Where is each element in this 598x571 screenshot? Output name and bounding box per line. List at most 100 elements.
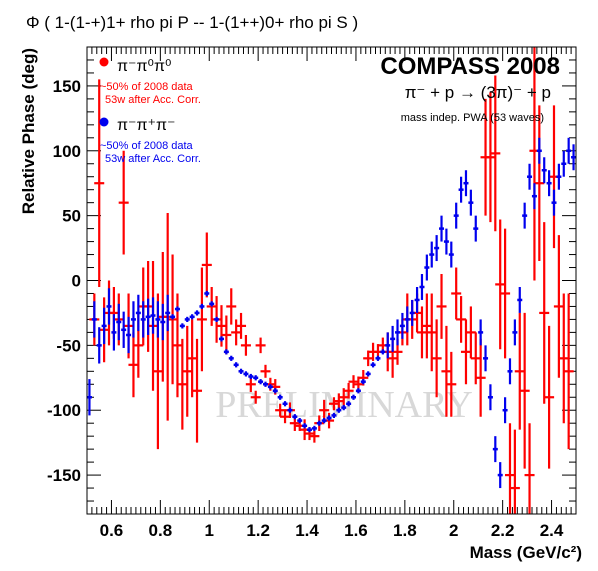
y-tick-label: 0 [72, 272, 81, 291]
data-point-pi0pi0 [182, 325, 193, 417]
legend: π⁻π⁰π⁰ ~50% of 2008 data 53w after Acc. … [99, 57, 201, 165]
data-point-pippim [130, 301, 136, 338]
data-point-pippim [306, 427, 312, 433]
data-point-pippim [424, 254, 430, 281]
data-point-pippim [566, 137, 572, 164]
data-point-pi0pi0 [446, 351, 457, 417]
data-point-pippim [194, 310, 200, 316]
data-point-pippim [336, 407, 342, 413]
x-tick-label: 1.8 [393, 521, 417, 540]
legend-sublabel-blue-2: 53w after Acc. Corr. [105, 153, 201, 165]
data-point-pippim [204, 290, 210, 297]
data-point-pippim [302, 423, 308, 429]
data-point-pi0pi0 [500, 228, 511, 359]
data-point-pi0pi0 [514, 312, 525, 430]
data-point-pippim [287, 407, 293, 413]
data-point-pippim [116, 303, 122, 341]
x-tick-label: 1.4 [295, 521, 319, 540]
data-point-pippim [551, 189, 557, 216]
data-point-pippim [453, 202, 459, 229]
data-point-pippim [311, 425, 317, 431]
data-point-pippim [292, 414, 298, 420]
data-point-pi0pi0 [441, 325, 452, 417]
data-point-pi0pi0 [470, 332, 481, 385]
data-point-pippim [170, 314, 176, 320]
data-point-pippim [174, 306, 180, 312]
data-point-pippim [189, 314, 195, 320]
data-point-pi0pi0 [226, 288, 237, 325]
data-point-pippim [448, 241, 454, 268]
data-point-pi0pi0 [495, 219, 506, 350]
data-point-pippim [228, 355, 234, 361]
x-axis-label: Mass (GeV/c²) [470, 543, 582, 562]
data-point-pi0pi0 [553, 235, 564, 378]
data-point-pippim [439, 215, 445, 242]
data-point-pi0pi0 [563, 293, 574, 450]
data-point-pippim [380, 349, 386, 355]
data-point-pippim [223, 349, 229, 355]
data-point-pi0pi0 [421, 293, 432, 359]
data-point-pippim [96, 327, 102, 364]
legend-sublabel-red-2: 53w after Acc. Corr. [105, 94, 201, 106]
data-point-pippim [355, 388, 361, 394]
data-point-pippim [297, 418, 303, 424]
data-point-pippim [331, 412, 337, 419]
y-tick-label: 100 [53, 142, 81, 161]
data-point-pi0pi0 [196, 267, 207, 372]
data-point-pippim [546, 170, 552, 197]
y-tick-label: -50 [56, 336, 81, 355]
data-point-pi0pi0 [187, 319, 198, 398]
data-point-pi0pi0 [343, 382, 354, 399]
data-point-pi0pi0 [490, 75, 501, 232]
data-point-pippim [385, 332, 391, 359]
x-tick-label: 0.8 [149, 521, 173, 540]
y-tick-label: -100 [47, 401, 81, 420]
legend-name-blue: π⁻π⁺π⁻ [117, 117, 175, 134]
data-point-pippim [238, 368, 244, 374]
data-point-pippim [404, 306, 410, 333]
data-point-pippim [531, 183, 537, 210]
data-point-pippim [179, 323, 185, 329]
data-point-pi0pi0 [485, 92, 496, 223]
data-point-pi0pi0 [236, 312, 247, 339]
data-point-pi0pi0 [319, 399, 330, 421]
data-point-pippim [409, 299, 415, 326]
chart-title: Φ ( 1-(1-+)1+ rho pi P -- 1-(1++)0+ rho … [26, 13, 358, 32]
data-point-pi0pi0 [524, 423, 535, 514]
data-point-pippim [160, 303, 166, 341]
data-point-pi0pi0 [426, 293, 437, 372]
data-point-pippim [395, 319, 401, 346]
data-point-pi0pi0 [519, 312, 530, 469]
y-tick-label: -150 [47, 466, 81, 485]
data-point-pi0pi0 [460, 319, 471, 385]
data-point-pippim [541, 157, 547, 184]
data-point-pi0pi0 [465, 306, 476, 359]
data-point-pippim [463, 170, 469, 197]
data-point-pippim [121, 311, 127, 348]
y-axis-label: Relative Phase (deg) [19, 48, 38, 214]
x-tick-label: 1.6 [344, 521, 368, 540]
data-point-pi0pi0 [539, 222, 550, 404]
data-point-pippim [390, 325, 396, 352]
data-point-pi0pi0 [255, 337, 266, 354]
data-point-pi0pi0 [504, 423, 515, 514]
data-point-pippim [556, 163, 562, 190]
data-point-pippim [209, 301, 215, 307]
data-point-pi0pi0 [177, 338, 188, 430]
data-point-pippim [571, 144, 577, 171]
data-point-pippim [458, 176, 464, 203]
data-point-pi0pi0 [431, 319, 442, 398]
data-point-pippim [434, 235, 440, 262]
data-point-pippim [399, 312, 405, 339]
data-point-pi0pi0 [544, 325, 555, 469]
data-point-pippim [145, 298, 151, 335]
data-point-pi0pi0 [475, 338, 486, 417]
data-point-pippim [155, 301, 161, 338]
data-point-pippim [370, 362, 376, 368]
analysis-note: mass indep. PWA (53 waves) [401, 112, 544, 124]
data-point-pippim [267, 384, 273, 390]
data-point-pi0pi0 [558, 293, 569, 424]
data-point-pippim [326, 415, 332, 421]
data-point-pi0pi0 [192, 338, 203, 443]
